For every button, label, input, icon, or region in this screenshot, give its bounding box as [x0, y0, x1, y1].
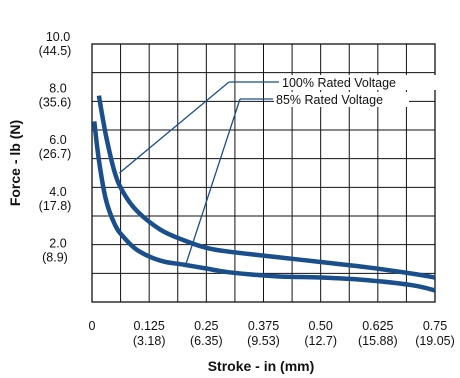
x-tick-label: 0.75 — [423, 319, 447, 333]
x-tick-label: 0.50 — [308, 319, 332, 333]
y-tick-label: 8.0 — [49, 82, 66, 96]
y-tick-sublabel: (44.5) — [39, 44, 72, 58]
legend-leader-lines — [119, 81, 279, 265]
x-tick-sublabel: (6.35) — [190, 334, 223, 348]
y-tick-label: 4.0 — [49, 185, 66, 199]
chart-grid — [91, 43, 436, 303]
x-tick-label: 0 — [89, 319, 96, 333]
y-tick-label: 2.0 — [49, 236, 66, 250]
x-axis-title: Stroke - in (mm) — [208, 358, 315, 374]
x-tick-sublabel: (9.53) — [247, 334, 280, 348]
legend-label: 100% Rated Voltage — [282, 76, 396, 90]
legend-label-background — [280, 75, 440, 90]
legend-label: 85% Rated Voltage — [276, 93, 383, 107]
series-line-100-percent — [96, 95, 436, 280]
legend-label-background — [274, 92, 409, 107]
x-tick-sublabel: (3.18) — [133, 334, 166, 348]
x-tick-label: 0.25 — [194, 319, 218, 333]
chart-legend: 100% Rated Voltage 85% Rated Voltage — [274, 75, 440, 107]
y-tick-sublabel: (26.7) — [39, 147, 72, 161]
chart-series — [92, 95, 436, 293]
legend-leader-line — [119, 81, 230, 174]
y-tick-sublabel: (8.9) — [42, 250, 68, 264]
y-tick-sublabel: (17.8) — [39, 199, 72, 213]
x-tick-labels: 0 0.125(3.18) 0.25(6.35) 0.375(9.53) 0.50(12… — [89, 319, 455, 348]
x-tick-label: 0.125 — [134, 319, 165, 333]
legend-leader-line — [185, 98, 241, 265]
series-line-85-percent — [92, 121, 436, 293]
x-tick-sublabel: (19.05) — [415, 334, 455, 348]
y-tick-sublabel: (35.6) — [39, 96, 72, 110]
y-axis-title: Force - lb (N) — [7, 120, 23, 206]
y-tick-labels: 2.0(8.9) 4.0(17.8) 6.0(26.7) 8.0(35.6) 10.0(… — [39, 30, 72, 264]
x-tick-label: 0.375 — [248, 319, 279, 333]
x-tick-sublabel: (15.88) — [358, 334, 398, 348]
y-tick-label: 10.0 — [46, 30, 70, 44]
x-tick-label: 0.625 — [362, 319, 393, 333]
x-tick-sublabel: (12.7) — [304, 334, 337, 348]
y-tick-label: 6.0 — [49, 133, 66, 147]
